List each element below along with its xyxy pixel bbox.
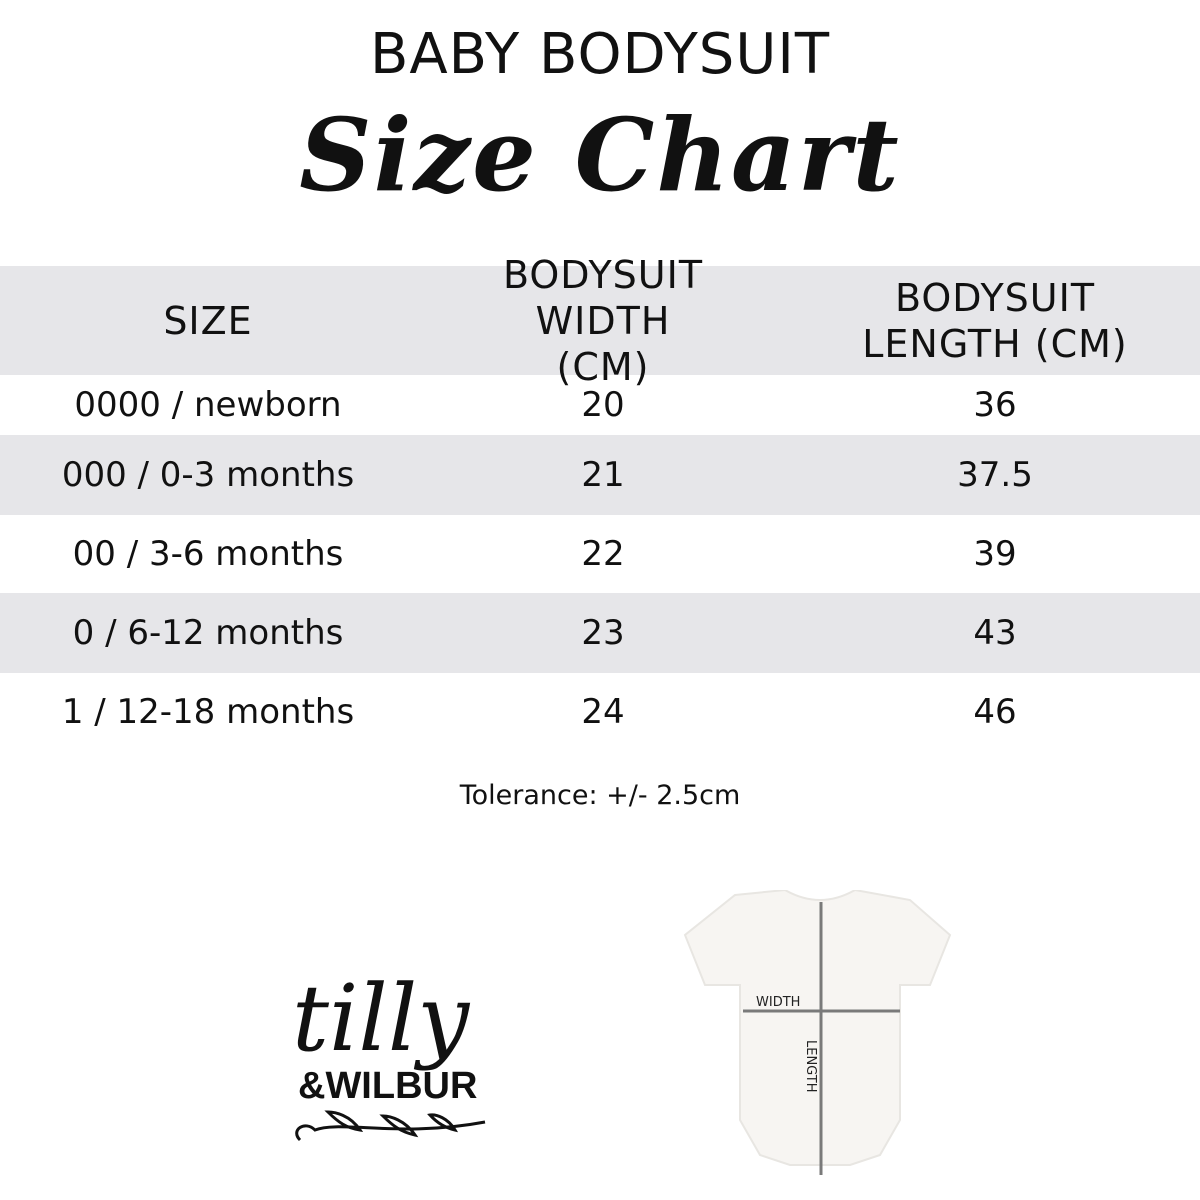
cell-size: 1 / 12-18 months — [61, 691, 355, 732]
cell-size: 000 / 0-3 months — [61, 455, 355, 495]
logo-script-text: tilly — [292, 965, 470, 1072]
size-table: SIZE BODYSUIT WIDTH (CM) BODYSUIT LENGTH… — [0, 253, 1200, 750]
cell-length: 36 — [973, 385, 1017, 425]
tolerance-note: Tolerance: +/- 2.5cm — [459, 780, 741, 811]
cell-width: 23 — [581, 613, 625, 653]
table-row: 0000 / newborn 20 36 — [0, 375, 1200, 435]
column-header-width: BODYSUIT WIDTH (CM) — [502, 252, 704, 389]
table-row: 0 / 6-12 months 23 43 — [0, 593, 1200, 673]
cell-size: 0 / 6-12 months — [72, 613, 344, 653]
cell-width: 21 — [581, 455, 625, 495]
cell-size: 0000 / newborn — [74, 385, 342, 425]
page-title: BABY BODYSUIT — [369, 22, 831, 87]
length-label: LENGTH — [803, 1040, 818, 1093]
width-label: WIDTH — [756, 995, 800, 1010]
cell-size: 00 / 3-6 months — [72, 534, 344, 574]
cell-length: 39 — [973, 534, 1017, 574]
cell-width: 20 — [581, 385, 625, 425]
page-subtitle: Size Chart — [299, 96, 901, 214]
cell-length: 43 — [973, 613, 1017, 653]
bodysuit-image — [683, 890, 952, 1166]
cell-width: 22 — [581, 534, 625, 574]
cell-length: 37.5 — [957, 455, 1033, 495]
logo-caps-text: &WILBUR — [298, 1065, 477, 1107]
table-row: 000 / 0-3 months 21 37.5 — [0, 435, 1200, 515]
cell-length: 46 — [973, 691, 1017, 732]
leaf-branch-icon — [295, 1110, 486, 1142]
table-header: SIZE BODYSUIT WIDTH (CM) BODYSUIT LENGTH… — [0, 253, 1200, 389]
table-row: 1 / 12-18 months 24 46 — [0, 673, 1200, 750]
column-header-size: SIZE — [163, 298, 253, 343]
bodysuit-diagram: WIDTH LENGTH — [683, 890, 952, 1175]
tilly-wilbur-logo: tilly &WILBUR — [292, 965, 486, 1142]
table-row: 00 / 3-6 months 22 39 — [0, 515, 1200, 593]
column-header-length: BODYSUIT LENGTH (CM) — [862, 275, 1128, 366]
cell-width: 24 — [581, 691, 625, 732]
